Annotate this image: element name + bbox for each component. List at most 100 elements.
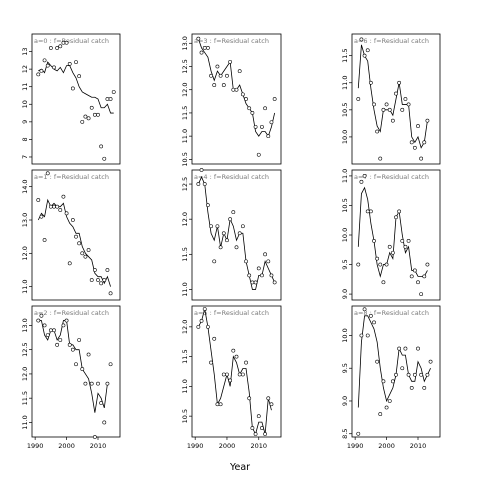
panel-strip-label: a=2 : f=Residual catch: [34, 309, 109, 317]
data-point: [394, 372, 398, 377]
data-point: [409, 140, 414, 145]
y-tick-label: 10.5: [181, 409, 189, 423]
data-point: [375, 129, 380, 134]
data-point: [412, 372, 417, 377]
y-tick-label: 12.0: [181, 212, 189, 226]
data-point: [45, 63, 50, 68]
x-tick-label: 2000: [219, 442, 236, 450]
data-point: [39, 68, 44, 73]
data-point: [205, 324, 210, 329]
data-point: [397, 209, 402, 214]
data-point: [378, 156, 383, 161]
y-tick-label: 12.5: [181, 59, 189, 73]
data-point: [260, 273, 264, 278]
data-point: [400, 107, 405, 112]
data-point: [70, 86, 75, 91]
data-point: [250, 280, 255, 285]
y-tick-label: 13.0: [181, 36, 189, 50]
data-point: [48, 46, 53, 50]
data-point: [55, 204, 60, 209]
panel-2: a=2 : f=Residual catch 11.0 11.5 12.0 12.5 13…: [21, 305, 121, 450]
panel-0: a=0 : f=Residual catch 7 8 9 10 11 12 13: [21, 33, 121, 165]
data-point: [365, 209, 370, 214]
data-point: [365, 48, 370, 53]
data-point: [199, 168, 204, 172]
panel-strip-label: a=8 : f=Residual catch: [354, 309, 429, 317]
y-tick-label: 12.0: [181, 82, 189, 96]
data-point: [199, 318, 204, 323]
data-point: [368, 209, 373, 214]
data-point: [83, 381, 88, 386]
data-point: [74, 234, 78, 239]
data-point: [205, 203, 210, 208]
data-point: [412, 268, 417, 273]
data-point: [202, 182, 207, 186]
data-point: [260, 426, 264, 430]
data-point: [92, 268, 97, 272]
data-point: [244, 97, 248, 101]
data-point: [397, 346, 402, 351]
data-point: [381, 107, 386, 112]
series-line: [38, 320, 108, 413]
data-point: [221, 231, 226, 236]
x-tick-label: 2010: [250, 442, 267, 450]
data-point: [406, 102, 411, 107]
y-tick-label: 12.0: [181, 320, 189, 334]
series-line: [197, 38, 276, 138]
y-tick-label: 11.0: [21, 415, 29, 429]
data-point: [92, 435, 97, 439]
data-point: [234, 245, 239, 250]
panel-frame: [31, 305, 121, 438]
data-point: [61, 194, 66, 199]
y-tick-label: 9.5: [341, 259, 349, 269]
data-point: [359, 37, 364, 42]
data-point: [231, 348, 236, 353]
data-point: [378, 262, 383, 267]
data-point: [356, 262, 361, 267]
data-point: [256, 414, 261, 419]
data-point: [375, 256, 380, 261]
data-point: [256, 266, 261, 271]
data-point: [250, 426, 255, 430]
data-point: [356, 97, 361, 101]
data-point: [96, 278, 100, 282]
data-point: [70, 218, 75, 222]
series-line: [357, 315, 431, 408]
data-point: [199, 50, 204, 55]
data-point: [99, 401, 104, 405]
data-point: [359, 179, 364, 184]
data-point: [55, 342, 60, 347]
data-point: [272, 97, 277, 101]
data-point: [387, 399, 392, 403]
data-point: [260, 124, 264, 129]
panel-8: a=8 : f=Residual catch 8.5 9.0 9.5 10.0 1990 2…: [341, 305, 441, 450]
series-line: [38, 61, 114, 114]
data-point: [83, 254, 88, 259]
y-tick-label: 11.5: [181, 349, 189, 363]
data-point: [225, 372, 229, 377]
data-point: [209, 360, 213, 365]
data-point: [390, 118, 395, 123]
data-point: [45, 333, 50, 338]
data-point: [368, 313, 373, 318]
data-point: [108, 362, 113, 367]
x-tick-label: 1990: [187, 442, 204, 450]
data-point: [253, 124, 258, 129]
data-point: [365, 333, 370, 338]
y-tick-label: 11.5: [21, 391, 29, 405]
data-point: [108, 291, 113, 296]
series-line: [357, 186, 428, 278]
data-point: [266, 134, 271, 139]
y-tick-label: 10.0: [341, 130, 349, 144]
data-point: [39, 313, 44, 318]
data-point: [92, 112, 97, 117]
data-point: [86, 352, 91, 357]
data-point: [409, 274, 414, 279]
y-tick-label: 12: [21, 65, 29, 73]
y-tick-label: 11.0: [181, 129, 189, 143]
data-point: [263, 106, 268, 111]
data-point: [253, 432, 258, 436]
data-point: [384, 102, 389, 107]
data-point: [419, 372, 424, 377]
